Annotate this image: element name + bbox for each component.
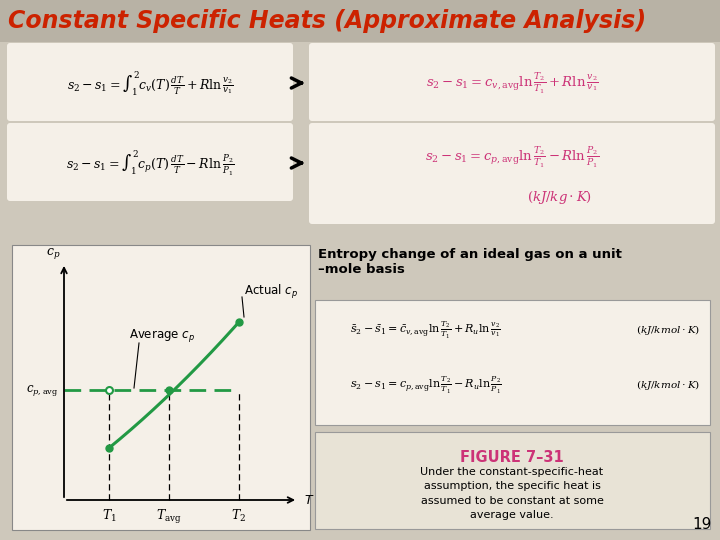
Text: $c_{p,\mathrm{avg}}$: $c_{p,\mathrm{avg}}$ <box>27 382 59 397</box>
Text: $s_2 - s_1 = c_{p,\mathrm{avg}}\ln\frac{T_2}{T_1} - R\ln\frac{P_2}{P_1}$: $s_2 - s_1 = c_{p,\mathrm{avg}}\ln\frac{… <box>425 145 599 170</box>
Text: $s_2 - s_1 = \int_1^2 c_p(T)\,\frac{dT}{T} - R\ln\frac{P_2}{P_1}$: $s_2 - s_1 = \int_1^2 c_p(T)\,\frac{dT}{… <box>66 148 234 178</box>
Bar <box>0 0 720 42</box>
Text: $(kJ/kmol \cdot K)$: $(kJ/kmol \cdot K)$ <box>636 378 700 392</box>
Text: $T_1$: $T_1$ <box>102 508 117 524</box>
FancyBboxPatch shape <box>12 245 310 530</box>
Text: $T_{\mathrm{avg}}$: $T_{\mathrm{avg}}$ <box>156 508 182 526</box>
Text: $s_2 - s_1 = c_{p,\mathrm{avg}}\ln\frac{T_2}{T_1} - R_u\ln\frac{P_2}{P_1}$: $s_2 - s_1 = c_{p,\mathrm{avg}}\ln\frac{… <box>350 374 502 396</box>
Text: Average $c_p$: Average $c_p$ <box>129 327 195 343</box>
Text: $(kJ/kmol \cdot K)$: $(kJ/kmol \cdot K)$ <box>636 323 700 337</box>
Text: $s_2 - s_1 = \int_1^2 c_v(T)\,\frac{dT}{T} + R\ln\frac{v_2}{v_1}$: $s_2 - s_1 = \int_1^2 c_v(T)\,\frac{dT}{… <box>67 69 233 97</box>
FancyBboxPatch shape <box>7 43 293 121</box>
Text: $T$: $T$ <box>304 495 315 508</box>
FancyBboxPatch shape <box>309 123 715 224</box>
FancyBboxPatch shape <box>315 432 710 529</box>
Text: $c_p$: $c_p$ <box>45 246 60 261</box>
Text: $\bar{s}_2 - \bar{s}_1 = \bar{c}_{v,\mathrm{avg}}\ln\frac{T_2}{T_1} + R_u\ln\fra: $\bar{s}_2 - \bar{s}_1 = \bar{c}_{v,\mat… <box>350 319 501 341</box>
Text: 19: 19 <box>693 517 712 532</box>
FancyBboxPatch shape <box>7 123 293 201</box>
Text: $(kJ/kg \cdot K)$: $(kJ/kg \cdot K)$ <box>528 190 593 206</box>
Text: $T_2$: $T_2$ <box>231 508 246 524</box>
Text: Actual $c_p$: Actual $c_p$ <box>244 283 298 301</box>
Text: $s_2 - s_1 = c_{v,\mathrm{avg}}\ln\frac{T_2}{T_1} + R\ln\frac{v_2}{v_1}$: $s_2 - s_1 = c_{v,\mathrm{avg}}\ln\frac{… <box>426 70 598 96</box>
FancyBboxPatch shape <box>315 300 710 425</box>
FancyBboxPatch shape <box>309 43 715 121</box>
Text: Constant Specific Heats (Approximate Analysis): Constant Specific Heats (Approximate Ana… <box>8 9 646 33</box>
Text: FIGURE 7–31: FIGURE 7–31 <box>460 450 564 465</box>
Text: Under the constant-specific-heat
assumption, the specific heat is
assumed to be : Under the constant-specific-heat assumpt… <box>420 467 603 520</box>
Text: Entropy change of an ideal gas on a unit
–mole basis: Entropy change of an ideal gas on a unit… <box>318 248 622 276</box>
